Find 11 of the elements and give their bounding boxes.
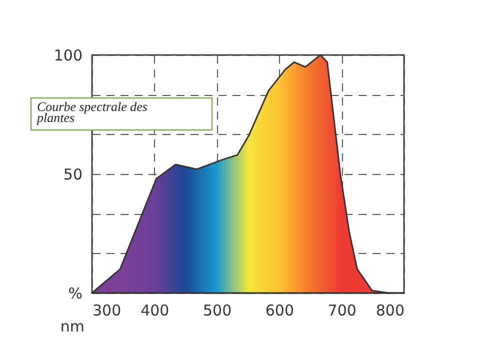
x-tick-label: 300 <box>92 302 122 320</box>
annotation: Courbe spectrale des plantes <box>36 99 148 125</box>
y-tick-label: % <box>68 284 82 302</box>
x-tick-label: 700 <box>328 302 356 320</box>
y-tick-label: 100 <box>54 46 82 64</box>
x-tick-label: 600 <box>265 302 294 320</box>
x-tick-label: 500 <box>202 302 232 320</box>
y-tick-label: 50 <box>63 166 82 184</box>
x-tick-label: 800 <box>376 302 404 320</box>
x-axis-title: nm <box>60 318 84 336</box>
x-tick-label: 400 <box>140 302 170 320</box>
